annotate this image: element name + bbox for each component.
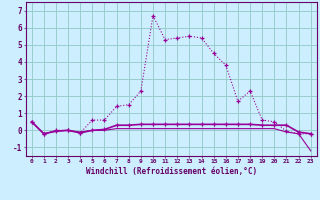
X-axis label: Windchill (Refroidissement éolien,°C): Windchill (Refroidissement éolien,°C) [86,167,257,176]
